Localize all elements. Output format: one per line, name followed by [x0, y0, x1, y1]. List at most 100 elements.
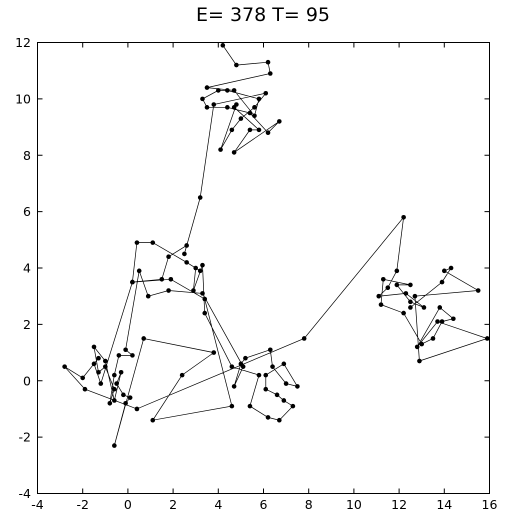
data-point	[394, 282, 400, 288]
data-point	[451, 316, 456, 322]
data-point	[168, 276, 174, 282]
data-point	[267, 71, 273, 76]
data-point	[252, 105, 257, 110]
data-point	[130, 353, 135, 358]
data-point	[211, 102, 217, 107]
data-point	[103, 364, 108, 369]
plot-frame	[37, 42, 490, 494]
data-point	[437, 305, 443, 310]
data-point	[277, 119, 282, 124]
data-point	[484, 336, 490, 341]
data-point	[475, 288, 481, 293]
data-point	[412, 293, 418, 299]
data-point	[182, 251, 187, 257]
data-point	[184, 260, 189, 265]
data-point	[229, 127, 235, 133]
data-point	[442, 268, 447, 274]
data-point	[80, 375, 85, 381]
data-point	[225, 88, 230, 93]
data-point	[380, 276, 386, 282]
data-point	[134, 406, 140, 412]
data-point	[277, 417, 282, 423]
data-point	[231, 384, 237, 389]
data-point	[107, 401, 113, 406]
chart-title: E= 378 T= 95	[196, 4, 330, 26]
y-axis-tick-labels: -4 -2 0 2 4 6 8 10 12	[15, 35, 31, 501]
data-point	[265, 130, 271, 135]
data-point	[150, 417, 156, 423]
data-point	[403, 291, 409, 296]
data-point	[127, 395, 133, 400]
data-point	[116, 353, 122, 358]
data-point	[229, 364, 235, 369]
data-point	[274, 392, 280, 398]
data-point	[401, 214, 406, 220]
data-point	[290, 403, 296, 409]
data-point	[179, 372, 185, 378]
data-point	[265, 59, 271, 65]
data-point	[91, 361, 97, 367]
data-point	[385, 285, 391, 291]
data-point	[414, 344, 420, 350]
x-tick-label: 6	[260, 497, 268, 512]
data-point	[166, 254, 171, 260]
data-point	[96, 355, 101, 361]
data-point	[91, 344, 97, 350]
data-point	[114, 381, 119, 386]
data-point	[281, 398, 287, 403]
data-point	[118, 369, 124, 375]
data-point	[283, 381, 289, 386]
data-point	[204, 105, 210, 110]
axis-ticks	[37, 42, 490, 494]
data-point	[231, 88, 237, 93]
data-point	[234, 62, 239, 68]
x-tick-label: -2	[76, 497, 88, 512]
data-point	[408, 282, 413, 288]
data-point	[256, 127, 262, 133]
data-point	[62, 364, 67, 369]
data-point	[202, 296, 208, 302]
data-point	[229, 403, 235, 409]
y-tick-label: 2	[23, 317, 31, 332]
data-point	[200, 96, 205, 102]
data-point	[98, 381, 104, 386]
x-tick-label: 4	[214, 497, 222, 512]
data-point	[247, 403, 253, 409]
data-point	[448, 265, 454, 271]
data-point	[197, 195, 203, 200]
data-point	[417, 358, 422, 364]
x-tick-label: 0	[124, 497, 132, 512]
data-point	[216, 88, 221, 93]
data-point	[82, 386, 88, 392]
data-point	[121, 392, 126, 398]
y-tick-label: 6	[23, 204, 31, 219]
data-point	[256, 96, 262, 102]
data-point	[430, 336, 436, 341]
data-point	[247, 127, 253, 133]
data-point	[112, 398, 117, 403]
data-point	[234, 102, 239, 107]
data-point	[200, 291, 205, 296]
data-point	[439, 279, 445, 285]
data-point	[103, 358, 108, 364]
x-tick-label: 8	[305, 497, 313, 512]
data-point	[218, 147, 223, 152]
data-point	[191, 288, 196, 293]
data-point	[166, 288, 171, 293]
data-point	[240, 364, 246, 369]
y-tick-label: 4	[23, 261, 31, 276]
y-tick-label: 0	[23, 373, 31, 388]
data-point	[123, 401, 128, 406]
y-tick-label: 12	[15, 35, 31, 50]
data-point	[401, 310, 406, 316]
data-point	[184, 243, 189, 248]
data-point	[408, 305, 413, 310]
data-point	[134, 240, 140, 245]
data-point	[270, 364, 275, 369]
y-tick-label: -2	[19, 430, 31, 445]
data-point	[376, 293, 382, 299]
data-point	[265, 415, 271, 420]
data-point	[159, 276, 165, 282]
data-point	[421, 305, 427, 310]
data-point	[238, 116, 244, 121]
